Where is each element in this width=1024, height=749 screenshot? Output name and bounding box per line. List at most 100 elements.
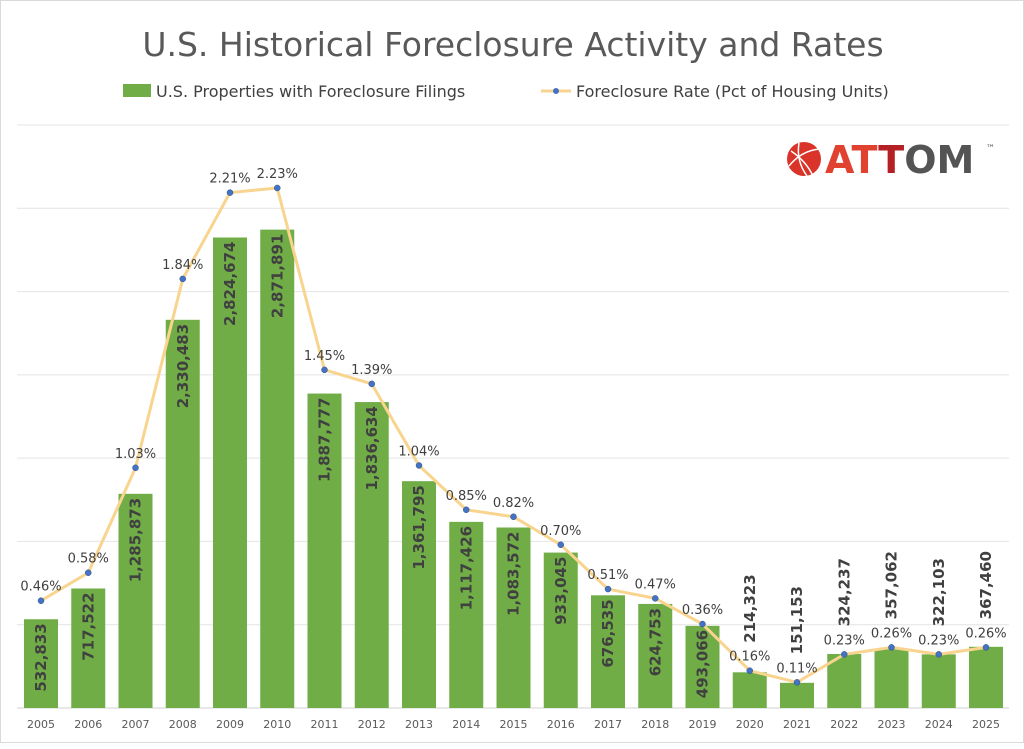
bar-2022 — [827, 653, 862, 708]
x-tick-label: 2010 — [263, 718, 291, 731]
bar-2005 — [24, 619, 58, 708]
rate-label-2014: 0.85% — [446, 489, 487, 504]
bar-2025 — [969, 646, 1003, 708]
bar-2012 — [354, 402, 389, 708]
x-tick-label: 2025 — [972, 718, 1000, 731]
rate-marker-2012 — [368, 380, 375, 388]
rate-marker-2021 — [793, 679, 801, 686]
x-tick-label: 2012 — [358, 718, 386, 731]
bar-label-2010: 2,871,891 — [268, 234, 286, 318]
bars: 532,833 717,522 1,285,873 2,330,483 2,824,67… — [24, 229, 1003, 709]
x-tick-label: 2020 — [736, 718, 764, 731]
x-tick-label: 2013 — [405, 718, 433, 731]
x-tick-label: 2024 — [925, 718, 953, 731]
bar-label-2015: 1,083,572 — [505, 532, 523, 616]
bar-label-2016: 933,045 — [552, 557, 570, 625]
bar-2020 — [732, 672, 767, 708]
rate-label-2012: 1.39% — [351, 363, 392, 378]
rate-label-2022: 0.23% — [824, 633, 865, 648]
legend: U.S. Properties with Foreclosure Filings… — [123, 82, 889, 101]
bar-label-2009: 2,824,674 — [221, 241, 239, 325]
rate-marker-2006 — [85, 569, 92, 576]
bar-2014 — [449, 521, 484, 708]
rate-marker-2015 — [510, 513, 517, 521]
rate-marker-2013 — [415, 462, 423, 469]
rate-label-2009: 2.21% — [209, 172, 250, 187]
legend-marker — [553, 88, 559, 94]
rate-marker-2014 — [463, 506, 470, 514]
x-tick-label: 2005 — [27, 718, 55, 731]
rate-label-2021: 0.11% — [776, 661, 817, 676]
x-tick-label: 2017 — [594, 718, 622, 731]
rate-label-2018: 0.47% — [635, 577, 676, 592]
bar-2019 — [685, 625, 720, 708]
attom-logo: ATTOM ™ — [787, 138, 995, 182]
rate-marker-2025 — [982, 644, 990, 651]
rate-label-2025: 0.26% — [965, 626, 1006, 641]
bar-label-2025: 367,460 — [977, 551, 995, 619]
rate-label-2015: 0.82% — [493, 496, 534, 511]
bar-label-2017: 676,535 — [599, 599, 617, 667]
bar-label-2012: 1,836,634 — [363, 406, 381, 490]
bar-label-2013: 1,361,795 — [410, 485, 428, 569]
bar-label-2019: 493,066 — [694, 630, 712, 698]
bar-label-2022: 324,237 — [835, 558, 853, 626]
rate-marker-2011 — [321, 366, 328, 374]
bar-label-2007: 1,285,873 — [127, 498, 145, 582]
bar-label-2011: 1,887,777 — [316, 398, 334, 482]
x-tick-label: 2006 — [74, 718, 102, 731]
rate-marker-2024 — [935, 651, 942, 658]
rate-label-2019: 0.36% — [682, 603, 723, 618]
rate-marker-2019 — [699, 620, 706, 628]
rate-label-2013: 1.04% — [398, 444, 439, 459]
rate-label-2017: 0.51% — [587, 568, 628, 583]
rate-label-2008: 1.84% — [162, 258, 203, 273]
bar-label-2018: 624,753 — [646, 608, 664, 676]
rate-label-2023: 0.26% — [871, 626, 912, 641]
bar-2011 — [307, 393, 342, 708]
x-tick-label: 2016 — [547, 718, 575, 731]
rate-marker-2023 — [888, 644, 895, 651]
x-tick-label: 2014 — [452, 718, 480, 731]
bar-label-2021: 151,153 — [788, 586, 806, 654]
attom-tm: ™ — [986, 144, 995, 154]
rate-marker-2022 — [841, 651, 848, 658]
bar-2007 — [118, 493, 153, 708]
bar-2010 — [260, 229, 295, 709]
rate-marker-2017 — [604, 585, 612, 593]
bar-2023 — [874, 648, 909, 708]
attom-globe-lines — [788, 142, 820, 177]
x-tick-label: 2015 — [500, 718, 528, 731]
rate-marker-2010 — [274, 184, 281, 192]
bar-label-2008: 2,330,483 — [174, 324, 192, 408]
x-tick-label: 2023 — [878, 718, 906, 731]
chart-title: U.S. Historical Foreclosure Activity and… — [142, 25, 883, 64]
rate-label-2005: 0.46% — [20, 580, 61, 595]
legend-label-bars: U.S. Properties with Foreclosure Filings — [156, 82, 465, 101]
attom-logo-text: ATTOM — [825, 138, 974, 182]
rate-marker-2020 — [746, 667, 753, 674]
x-tick-label: 2022 — [830, 718, 858, 731]
x-tick-label: 2011 — [311, 718, 339, 731]
rate-marker-2009 — [226, 189, 234, 196]
rate-label-2010: 2.23% — [257, 167, 298, 182]
rate-marker-2016 — [557, 541, 564, 549]
x-tick-label: 2007 — [122, 718, 150, 731]
bar-label-2024: 322,103 — [930, 558, 948, 626]
bar-2016 — [543, 552, 578, 708]
rate-label-2006: 0.58% — [68, 552, 109, 567]
x-tick-label: 2021 — [783, 718, 811, 731]
bar-label-2005: 532,833 — [32, 623, 50, 691]
rate-label-2007: 1.03% — [115, 447, 156, 462]
bar-label-2006: 717,522 — [79, 592, 97, 660]
bar-2017 — [591, 595, 625, 708]
x-tick-label: 2019 — [689, 718, 717, 731]
x-tick-label: 2009 — [216, 718, 244, 731]
rate-label-2016: 0.70% — [540, 524, 581, 539]
bar-2018 — [638, 603, 673, 708]
bar-2008 — [165, 319, 200, 708]
bar-label-2014: 1,117,426 — [457, 526, 475, 610]
x-tick-label: 2008 — [169, 718, 197, 731]
